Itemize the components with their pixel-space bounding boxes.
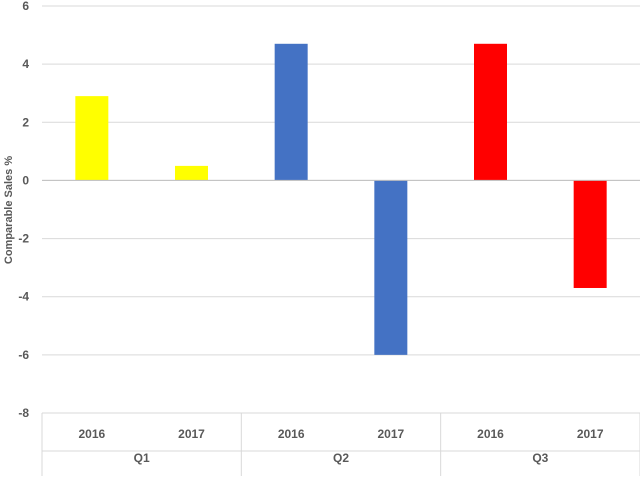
bar	[175, 165, 208, 181]
x-group-label: Q3	[532, 451, 548, 465]
bar	[573, 180, 607, 288]
x-group-label: Q1	[134, 451, 150, 465]
x-tick-label: 2017	[377, 427, 404, 441]
y-tick-label: 2	[22, 115, 29, 129]
y-tick-label: 0	[22, 173, 29, 187]
bar	[474, 43, 507, 181]
x-group-label: Q2	[333, 451, 349, 465]
x-tick-label: 2017	[577, 427, 604, 441]
y-axis-label: Comparable Sales %	[3, 156, 15, 264]
bar	[274, 43, 308, 181]
y-tick-label: -8	[18, 406, 29, 420]
y-tick-label: -4	[18, 290, 29, 304]
bar	[75, 96, 109, 181]
bar	[374, 180, 408, 355]
y-tick-label: 6	[22, 0, 29, 13]
y-tick-label: 4	[22, 57, 29, 71]
x-tick-label: 2016	[278, 427, 305, 441]
x-tick-label: 2016	[477, 427, 504, 441]
y-tick-label: -6	[18, 348, 29, 362]
y-tick-label: -2	[18, 232, 29, 246]
x-tick-label: 2017	[178, 427, 205, 441]
x-tick-label: 2016	[78, 427, 105, 441]
